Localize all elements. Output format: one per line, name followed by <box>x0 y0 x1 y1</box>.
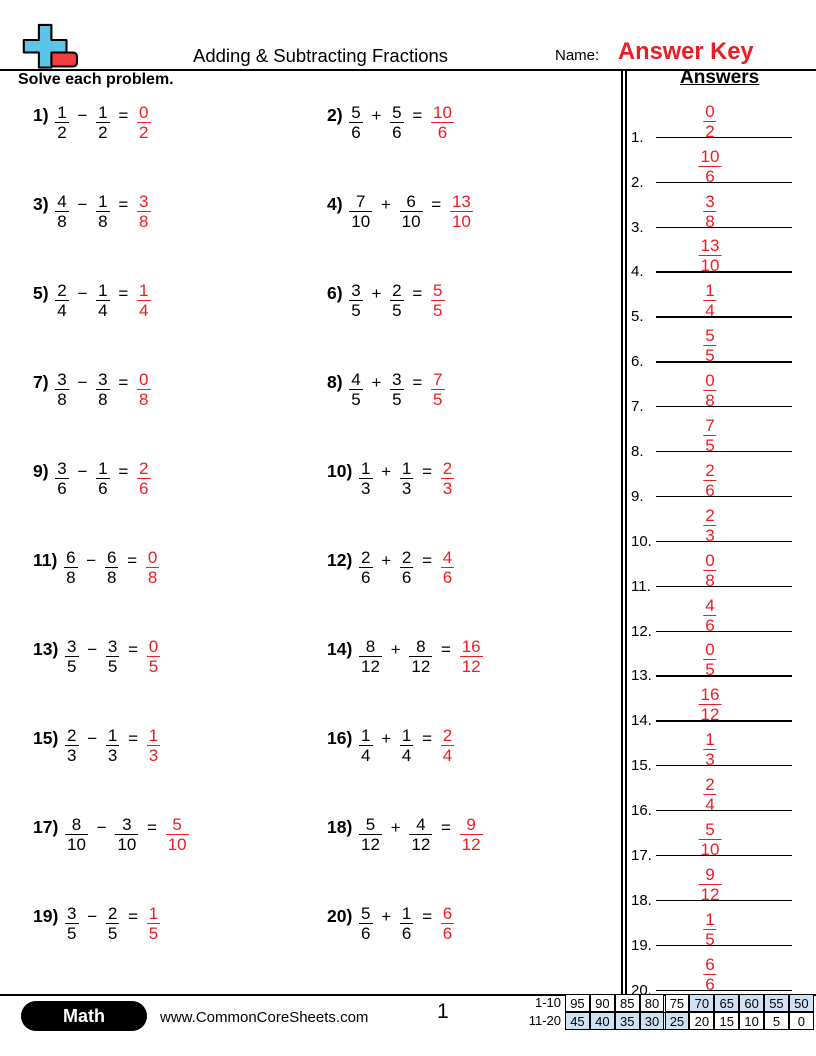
svg-text:Math: Math <box>63 1006 105 1026</box>
